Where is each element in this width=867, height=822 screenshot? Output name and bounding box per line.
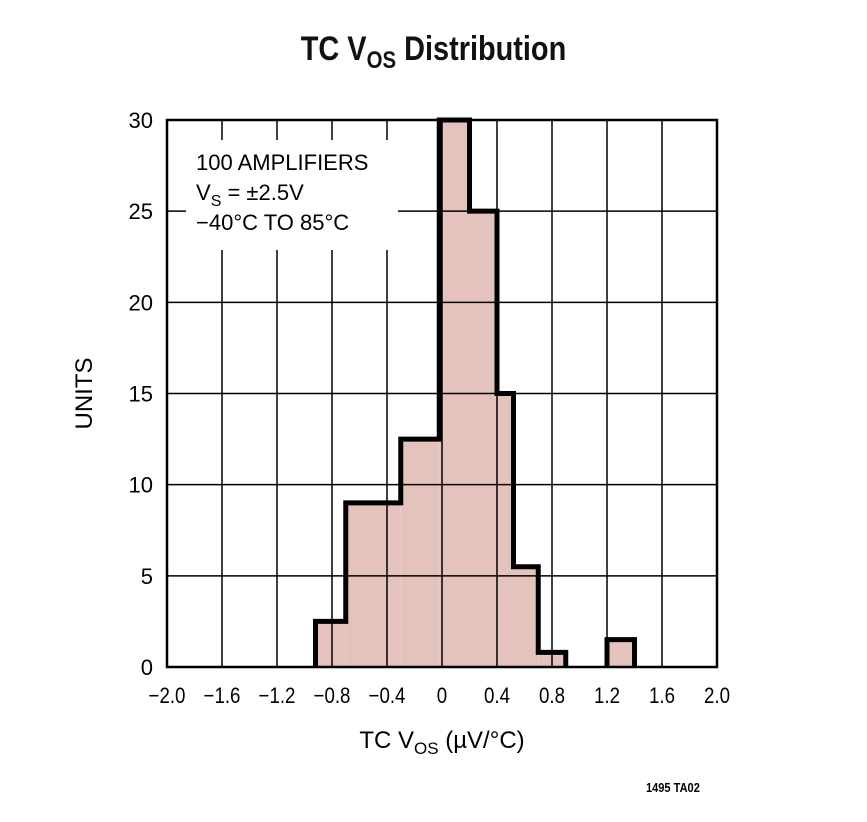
y-tick-label: 30	[129, 108, 153, 133]
annotation-line: VS = ±2.5V	[196, 180, 304, 210]
histogram-bar	[497, 393, 514, 667]
x-tick-label: 1.6	[649, 685, 675, 709]
y-axis-label: UNITS	[71, 358, 98, 430]
x-tick-label: 0.4	[484, 685, 510, 709]
x-tick-label: −1.2	[259, 685, 296, 709]
y-tick-label: 20	[129, 290, 153, 315]
x-tick-label: −0.4	[369, 685, 406, 709]
annotation-background	[186, 140, 398, 250]
histogram-bar	[607, 639, 635, 667]
histogram-bar	[345, 502, 401, 667]
y-tick-label: 15	[129, 382, 153, 407]
histogram-bar	[315, 621, 346, 667]
x-tick-label: 0	[437, 685, 447, 709]
histogram-outline	[313, 117, 637, 667]
histogram-bar	[513, 566, 539, 667]
x-tick-label: 1.2	[594, 685, 620, 709]
annotation-line: −40°C TO 85°C	[196, 210, 349, 235]
y-tick-label: 5	[141, 564, 153, 589]
x-tick-label: −2.0	[149, 685, 186, 709]
histogram-bar	[400, 439, 440, 667]
chart-title: TC VOS Distribution	[300, 30, 567, 74]
histogram-bar	[469, 211, 497, 667]
x-tick-label: 2.0	[704, 685, 730, 709]
annotation-line: 100 AMPLIFIERS	[196, 150, 368, 175]
y-tick-label: 0	[141, 655, 153, 680]
x-tick-label: −1.6	[204, 685, 241, 709]
x-tick-label: 0.8	[539, 685, 565, 709]
figure-id: 1495 TA02	[646, 780, 700, 795]
y-tick-label: 25	[129, 199, 153, 224]
x-tick-label: −0.8	[314, 685, 351, 709]
x-axis-label: TC VOS (µV/°C)	[359, 727, 524, 758]
y-tick-label: 10	[129, 473, 153, 498]
